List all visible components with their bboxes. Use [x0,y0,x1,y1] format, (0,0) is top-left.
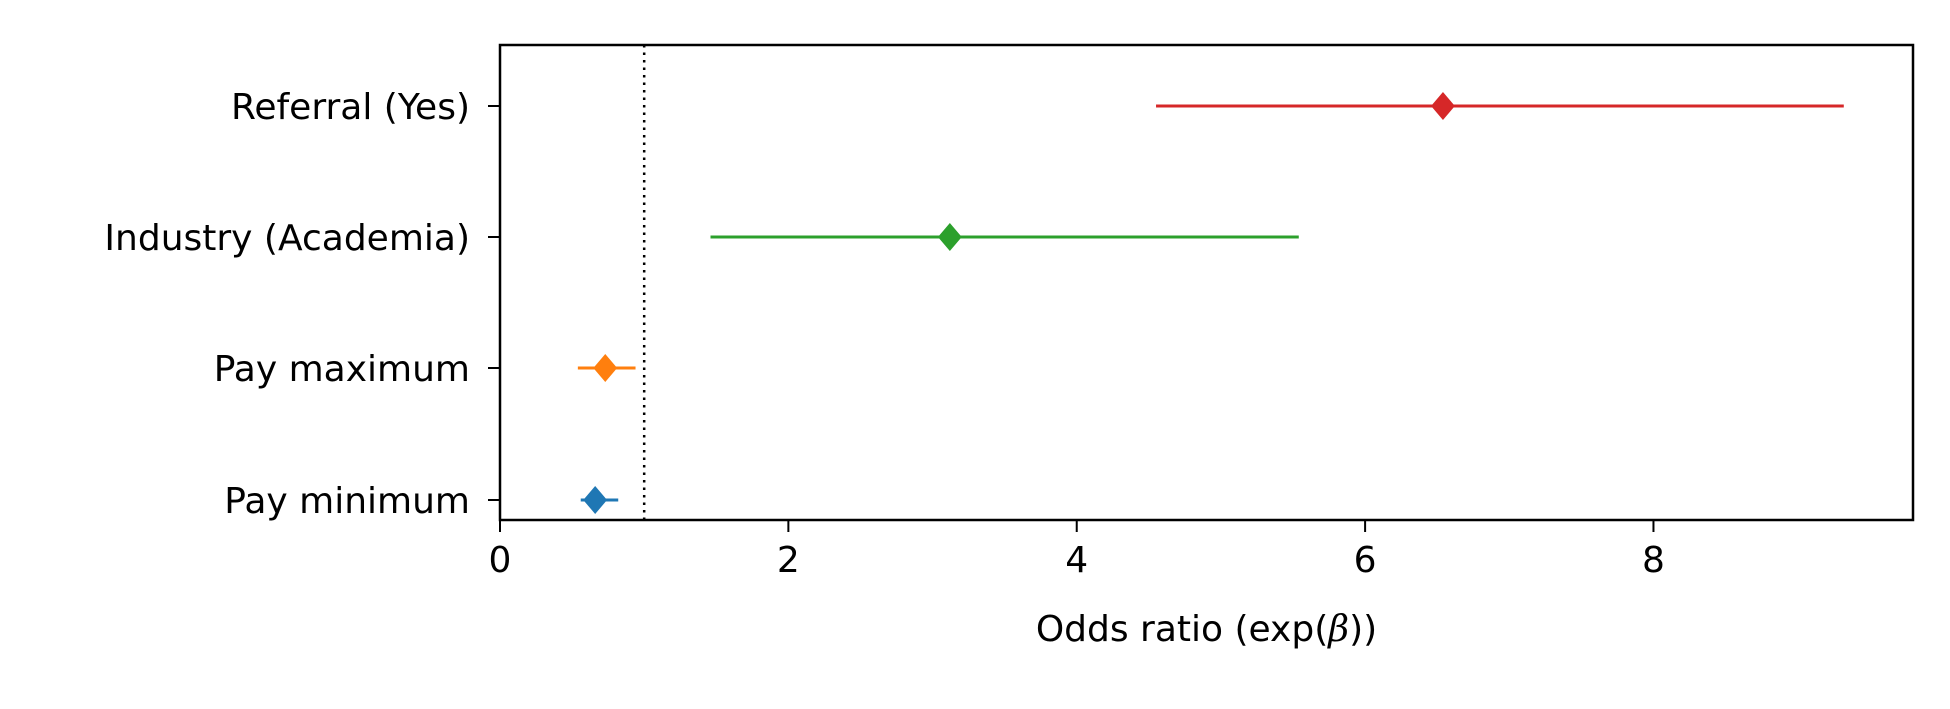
estimate-marker-industry-academia [937,223,962,251]
x-tick-label: 4 [1065,540,1088,581]
x-tick-label: 6 [1354,540,1377,581]
x-axis-label: Odds ratio (exp(β)) [1036,609,1377,650]
y-tick-label: Pay maximum [214,349,470,390]
x-tick-label: 8 [1642,540,1665,581]
y-tick-label: Pay minimum [224,481,470,522]
estimate-marker-referral-yes [1431,92,1455,120]
plot-frame [498,43,1915,522]
plot-layer [577,45,1844,520]
x-tick-label: 0 [489,540,512,581]
x-tick-label: 2 [777,540,800,581]
y-tick-label: Industry (Academia) [104,218,470,259]
estimate-marker-pay-minimum [583,486,608,514]
axis-layer: Pay minimum Pay maximum Industry (Academia… [104,43,1915,581]
estimate-marker-pay-maximum [593,354,618,382]
y-tick-label: Referral (Yes) [231,87,470,128]
